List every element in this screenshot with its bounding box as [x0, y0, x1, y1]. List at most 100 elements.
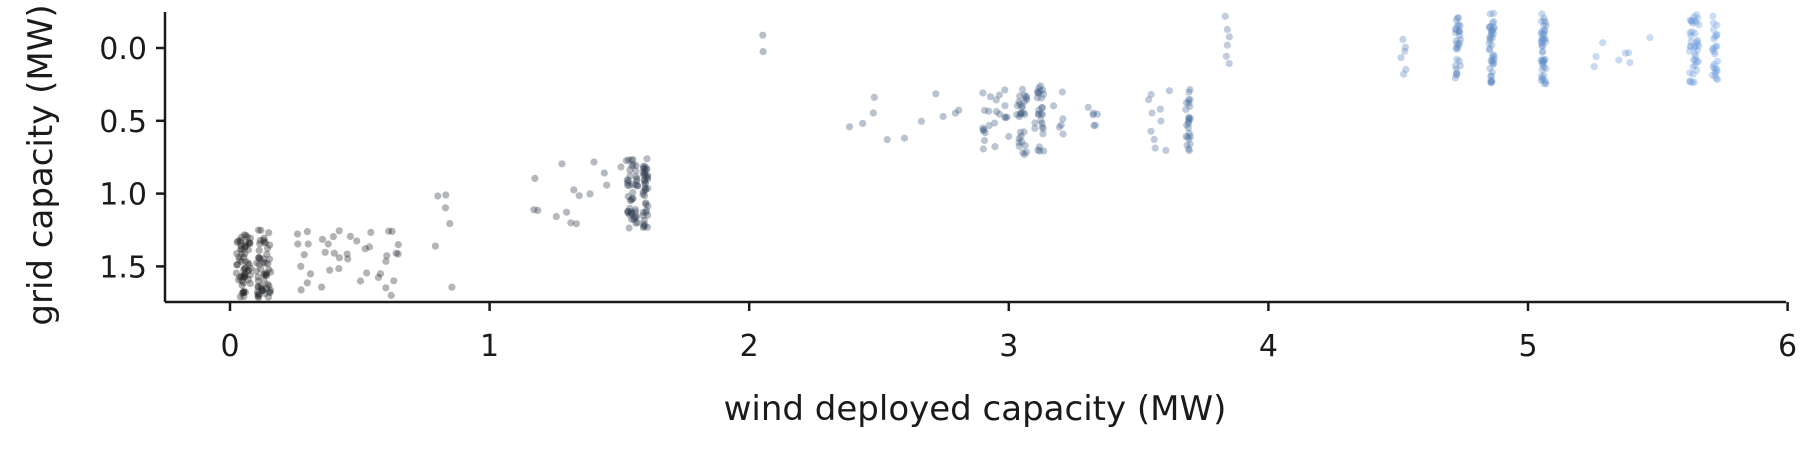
data-point [239, 279, 248, 287]
data-point [1708, 45, 1717, 54]
data-point [1147, 127, 1155, 135]
data-point [1016, 92, 1024, 100]
data-point [1050, 102, 1058, 110]
data-point [329, 233, 337, 241]
data-point [1186, 140, 1194, 148]
data-point [1020, 109, 1028, 117]
data-point [624, 179, 632, 187]
data-point [628, 209, 636, 217]
data-point [1692, 38, 1700, 46]
data-point [640, 222, 648, 230]
data-point [1713, 42, 1721, 50]
data-point [1455, 21, 1463, 29]
data-point [1015, 113, 1024, 121]
data-point [1490, 52, 1498, 60]
data-point [1540, 26, 1548, 34]
data-point [1540, 14, 1548, 22]
data-point [1015, 142, 1023, 150]
data-point [859, 119, 867, 127]
data-point [1538, 35, 1546, 43]
data-point [1057, 121, 1065, 129]
data-point [234, 276, 243, 284]
y-axis-label: grid capacity (MW) [21, 4, 61, 325]
data-point [261, 238, 270, 246]
data-point [363, 269, 371, 277]
data-point [1038, 123, 1046, 131]
data-point [642, 165, 650, 174]
data-point [246, 234, 254, 242]
data-point [1486, 23, 1494, 31]
data-point [253, 288, 261, 296]
data-point [1018, 103, 1026, 112]
data-point [245, 260, 253, 268]
data-point [869, 109, 878, 117]
data-point [575, 192, 583, 200]
data-point [1183, 121, 1191, 129]
data-point [534, 206, 542, 214]
data-point [558, 160, 566, 168]
data-point [1022, 92, 1030, 100]
data-point [241, 243, 249, 251]
data-point [1695, 21, 1703, 29]
data-point [1488, 26, 1497, 34]
data-point [625, 156, 633, 164]
data-point [643, 172, 652, 180]
data-point [448, 283, 456, 291]
data-point [1034, 110, 1042, 119]
data-point [1400, 70, 1408, 78]
data-point [1488, 68, 1496, 76]
data-point [1537, 17, 1545, 25]
data-point [232, 269, 240, 277]
data-point [625, 181, 633, 190]
data-point [266, 241, 274, 249]
data-point [240, 266, 248, 274]
data-point [567, 219, 575, 227]
data-point [1455, 57, 1463, 65]
x-tick-label: 5 [1518, 329, 1537, 364]
data-point [1020, 91, 1028, 99]
data-point [242, 231, 250, 240]
data-point [1185, 96, 1193, 104]
data-point [442, 191, 450, 199]
data-point [318, 283, 326, 291]
data-point [257, 226, 265, 234]
data-point [1713, 65, 1721, 73]
x-tick-label: 4 [1259, 329, 1278, 364]
data-point [1036, 147, 1044, 155]
data-point [244, 266, 252, 275]
data-point [1038, 110, 1046, 119]
data-point [639, 168, 647, 176]
data-point [240, 253, 248, 261]
data-point [530, 206, 538, 214]
data-point [1490, 23, 1498, 31]
data-point [1185, 88, 1193, 96]
data-point [981, 129, 989, 137]
data-point [262, 284, 270, 292]
data-point [303, 228, 311, 236]
data-point [900, 134, 909, 142]
data-point [335, 265, 343, 273]
y-tick-label: 1.0 [99, 178, 147, 213]
data-point [1035, 110, 1043, 118]
data-point [254, 291, 262, 299]
data-point [1452, 37, 1460, 45]
data-point [265, 265, 273, 274]
data-point [1688, 19, 1696, 27]
data-point [1542, 65, 1550, 73]
data-point [261, 270, 269, 278]
data-point [563, 208, 571, 216]
data-point [1034, 89, 1042, 97]
data-point [1454, 14, 1462, 22]
data-point [1016, 100, 1024, 108]
data-point [254, 277, 262, 285]
data-point [335, 227, 343, 235]
data-point [1539, 47, 1547, 55]
data-point [1487, 22, 1495, 30]
data-point [625, 224, 633, 232]
data-point [1592, 53, 1600, 61]
data-point [1185, 113, 1193, 121]
data-point [265, 229, 273, 237]
data-point [324, 240, 332, 248]
data-point [1538, 56, 1546, 64]
data-point [240, 231, 248, 239]
